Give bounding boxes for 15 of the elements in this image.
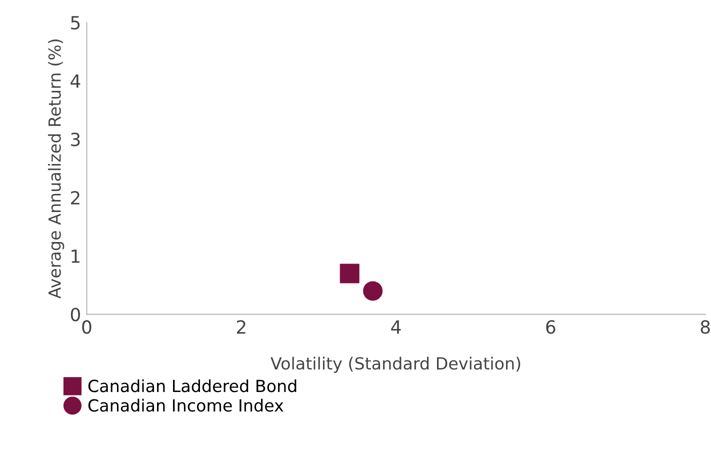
y-axis-title: Average Annualized Return (%) [48,39,64,299]
x-tick-label: 0 [82,320,92,334]
y-tick-label: 1 [72,250,80,263]
x-tick-label: 4 [391,320,401,334]
legend-label: Canadian Income Index [88,398,284,412]
y-tick-label: 0 [70,308,80,322]
x-tick-label: 2 [236,320,246,334]
x-tick-label: 8 [700,320,710,334]
y-tick-label: 5 [71,16,80,30]
y-tick-label: 2 [71,191,80,204]
x-tick-label: 6 [546,320,556,334]
y-tick-label: 3 [71,132,80,146]
legend-label: Canadian Laddered Bond [88,379,296,392]
x-axis-title: Volatility (Standard Deviation) [270,356,520,373]
y-tick-label: 4 [70,74,80,88]
